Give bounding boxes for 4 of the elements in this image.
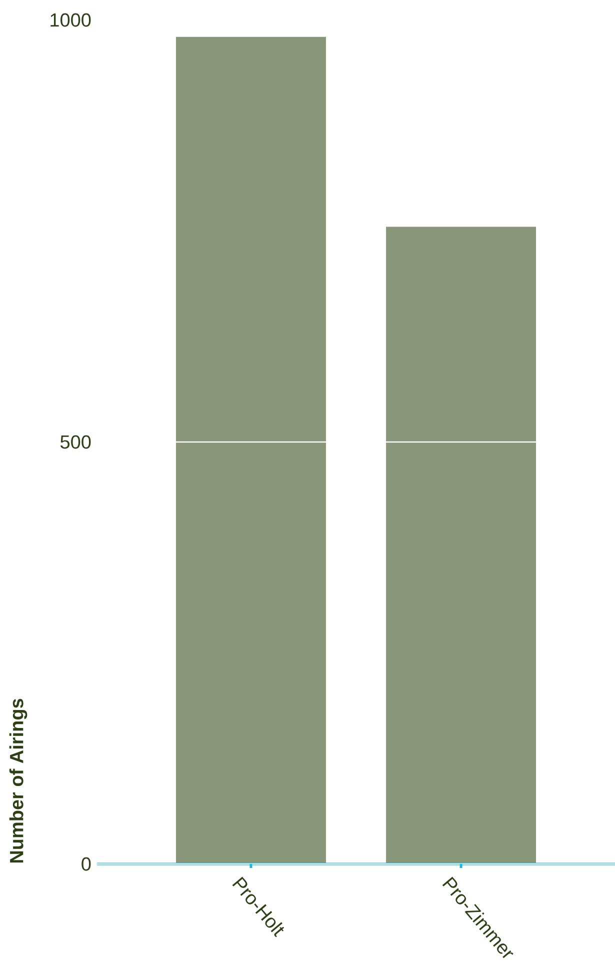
y-tick-label: 0 [82, 857, 91, 871]
y-tick-label: 1000 [50, 13, 91, 27]
y-tick-label: 500 [60, 435, 91, 449]
y-axis-title: Number of Airings [9, 698, 28, 863]
